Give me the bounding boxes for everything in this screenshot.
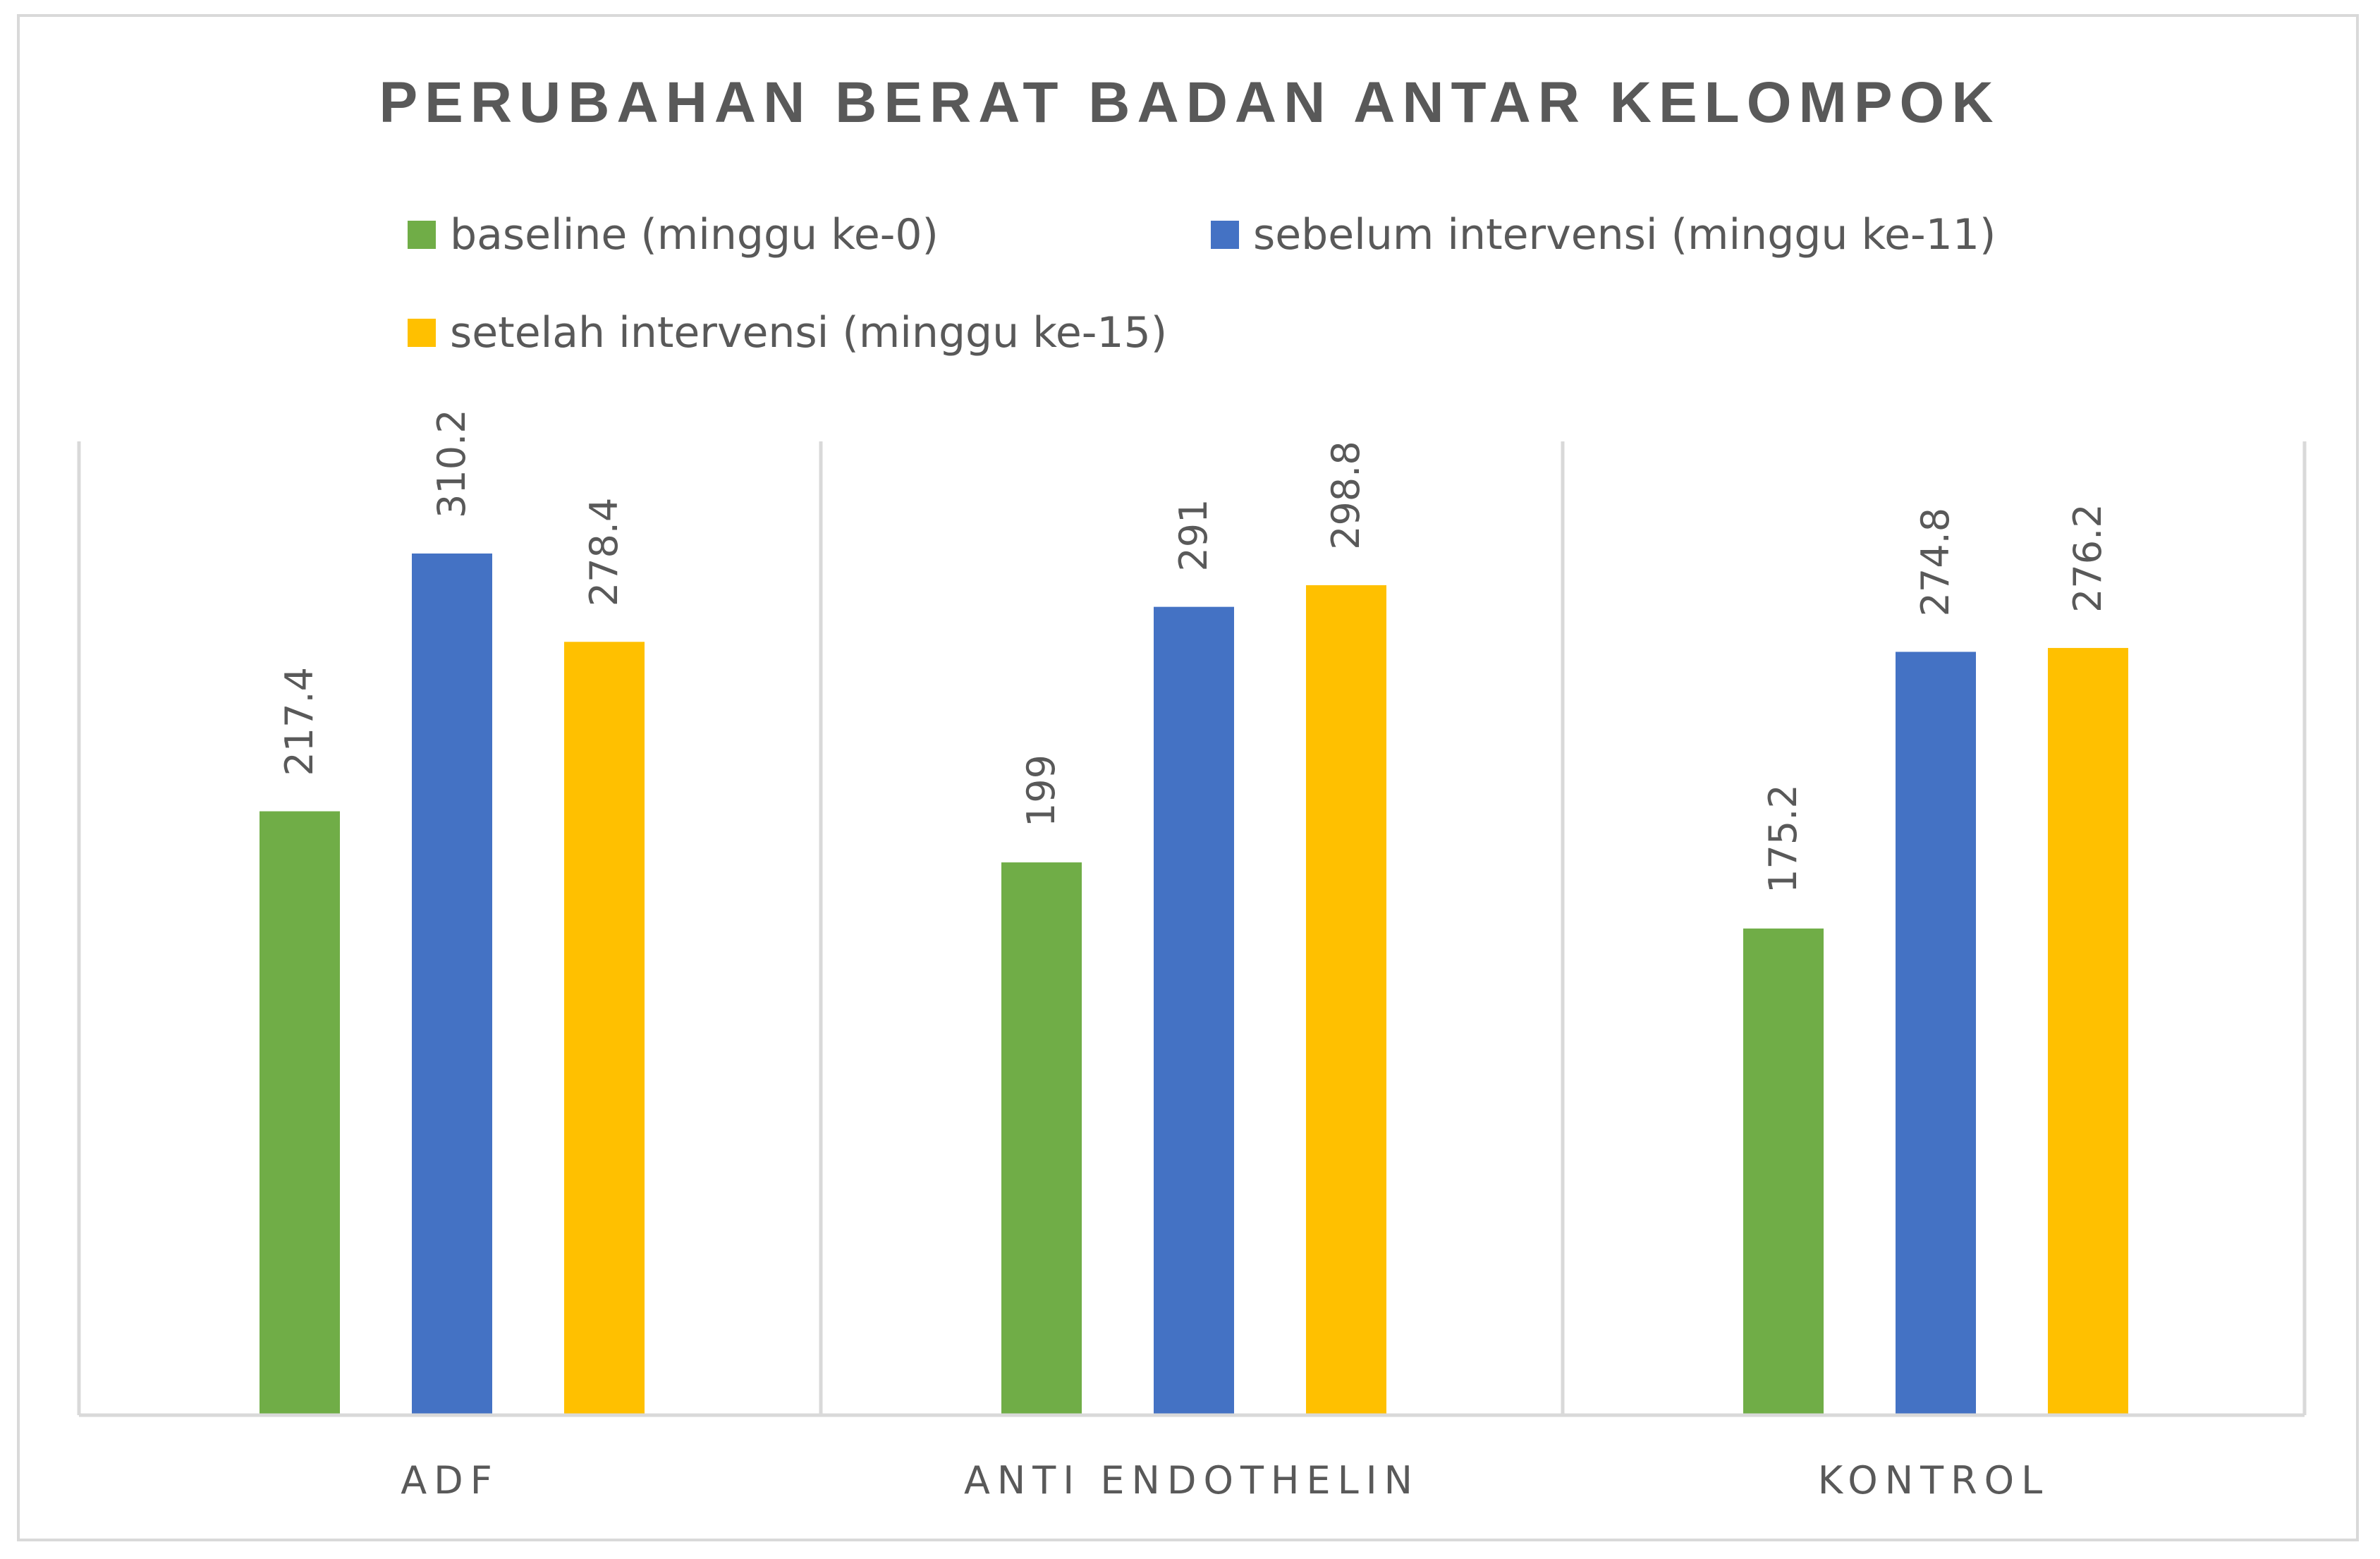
chart-title: PERUBAHAN BERAT BADAN ANTAR KELOMPOK bbox=[379, 71, 2000, 135]
bar bbox=[1001, 862, 1082, 1415]
data-label: 298.8 bbox=[1324, 441, 1368, 550]
bar bbox=[412, 554, 492, 1415]
data-labels: 217.4 310.2 278.4 199 291 298.8 175.2 274.8 276.… bbox=[277, 409, 2110, 893]
legend-swatch bbox=[408, 221, 436, 249]
data-label: 217.4 bbox=[277, 667, 322, 776]
bar bbox=[1743, 928, 1824, 1415]
bar bbox=[564, 642, 645, 1415]
legend-swatch bbox=[408, 319, 436, 347]
data-label: 291 bbox=[1171, 499, 1216, 572]
legend-swatch bbox=[1211, 221, 1239, 249]
category-label: ADF bbox=[401, 1458, 499, 1503]
data-label: 175.2 bbox=[1761, 784, 1805, 893]
legend-label: baseline (minggu ke-0) bbox=[450, 210, 939, 259]
category-label: KONTROL bbox=[1818, 1458, 2049, 1503]
legend-label: sebelum intervensi (minggu ke-11) bbox=[1253, 210, 1996, 259]
data-label: 278.4 bbox=[582, 498, 626, 607]
bar bbox=[1896, 652, 1976, 1415]
bar bbox=[1154, 606, 1234, 1415]
data-label: 199 bbox=[1019, 754, 1063, 827]
category-label: ANTI ENDOTHELIN bbox=[964, 1458, 1420, 1503]
bar bbox=[1306, 585, 1386, 1415]
category-labels: ADF ANTI ENDOTHELIN KONTROL bbox=[401, 1458, 2049, 1503]
legend: baseline (minggu ke-0) sebelum intervensi… bbox=[408, 210, 1996, 357]
data-label: 274.8 bbox=[1913, 508, 1958, 617]
data-label: 310.2 bbox=[429, 409, 474, 518]
data-label: 276.2 bbox=[2065, 503, 2110, 613]
bar bbox=[2048, 647, 2128, 1415]
category-separators bbox=[77, 441, 2307, 1415]
legend-label: setelah intervensi (minggu ke-15) bbox=[450, 308, 1167, 357]
bars bbox=[260, 554, 2128, 1415]
bar bbox=[260, 811, 340, 1415]
